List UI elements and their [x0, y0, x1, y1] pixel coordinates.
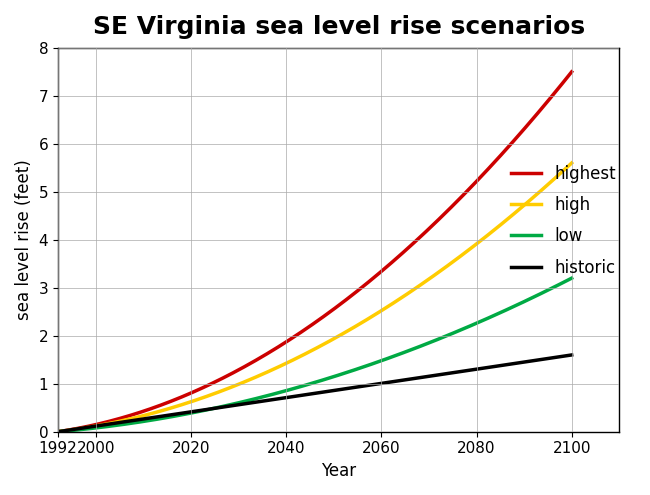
high	[54, 429, 62, 435]
historic	[54, 429, 62, 435]
highest	[54, 429, 62, 435]
high	[332, 335, 340, 341]
X-axis label: Year: Year	[321, 462, 356, 480]
Line: highest: highest	[58, 72, 571, 432]
Line: high: high	[58, 163, 571, 432]
historic	[332, 387, 340, 393]
high	[298, 352, 306, 358]
Line: low: low	[58, 278, 571, 432]
low	[54, 429, 62, 435]
Y-axis label: sea level rise (feet): sea level rise (feet)	[15, 159, 33, 320]
highest	[555, 84, 563, 90]
historic	[475, 366, 483, 372]
historic	[567, 352, 575, 358]
high	[475, 239, 483, 245]
high	[360, 318, 368, 324]
low	[298, 383, 306, 389]
low	[555, 282, 563, 288]
high	[555, 171, 563, 177]
highest	[475, 176, 483, 182]
high	[567, 160, 575, 166]
highest	[298, 329, 306, 335]
Line: historic: historic	[58, 355, 571, 432]
highest	[360, 283, 368, 289]
highest	[332, 304, 340, 310]
low	[332, 373, 340, 379]
high	[301, 351, 309, 357]
historic	[555, 354, 563, 360]
low	[301, 382, 309, 388]
low	[567, 275, 575, 281]
historic	[301, 392, 309, 398]
historic	[360, 383, 368, 389]
low	[360, 364, 368, 370]
Legend: highest, high, low, historic: highest, high, low, historic	[504, 158, 622, 283]
historic	[298, 393, 306, 398]
low	[475, 319, 483, 325]
Title: SE Virginia sea level rise scenarios: SE Virginia sea level rise scenarios	[92, 15, 585, 39]
highest	[567, 69, 575, 75]
highest	[301, 327, 309, 333]
